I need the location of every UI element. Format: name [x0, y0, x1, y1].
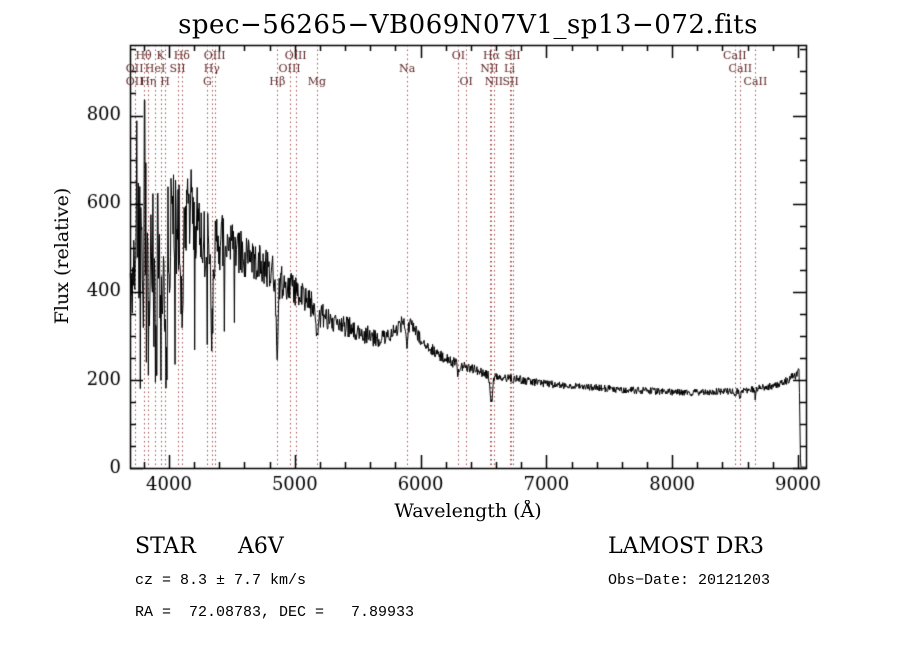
annotation-object-class: STAR A6V — [135, 534, 284, 559]
x-axis-label: Wavelength (Å) — [394, 500, 542, 522]
annotation-survey: LAMOST DR3 — [608, 534, 764, 559]
annotation-cz: cz = 8.3 ± 7.7 km/s — [135, 572, 307, 589]
annotation-ra-dec: RA = 72.08783, DEC = 7.89933 — [135, 604, 415, 621]
y-axis-label: Flux (relative) — [51, 187, 73, 325]
annotation-obs-date: Obs−Date: 20121203 — [608, 572, 771, 589]
plot-title: spec−56265−VB069N07V1_sp13−072.fits — [178, 10, 758, 40]
